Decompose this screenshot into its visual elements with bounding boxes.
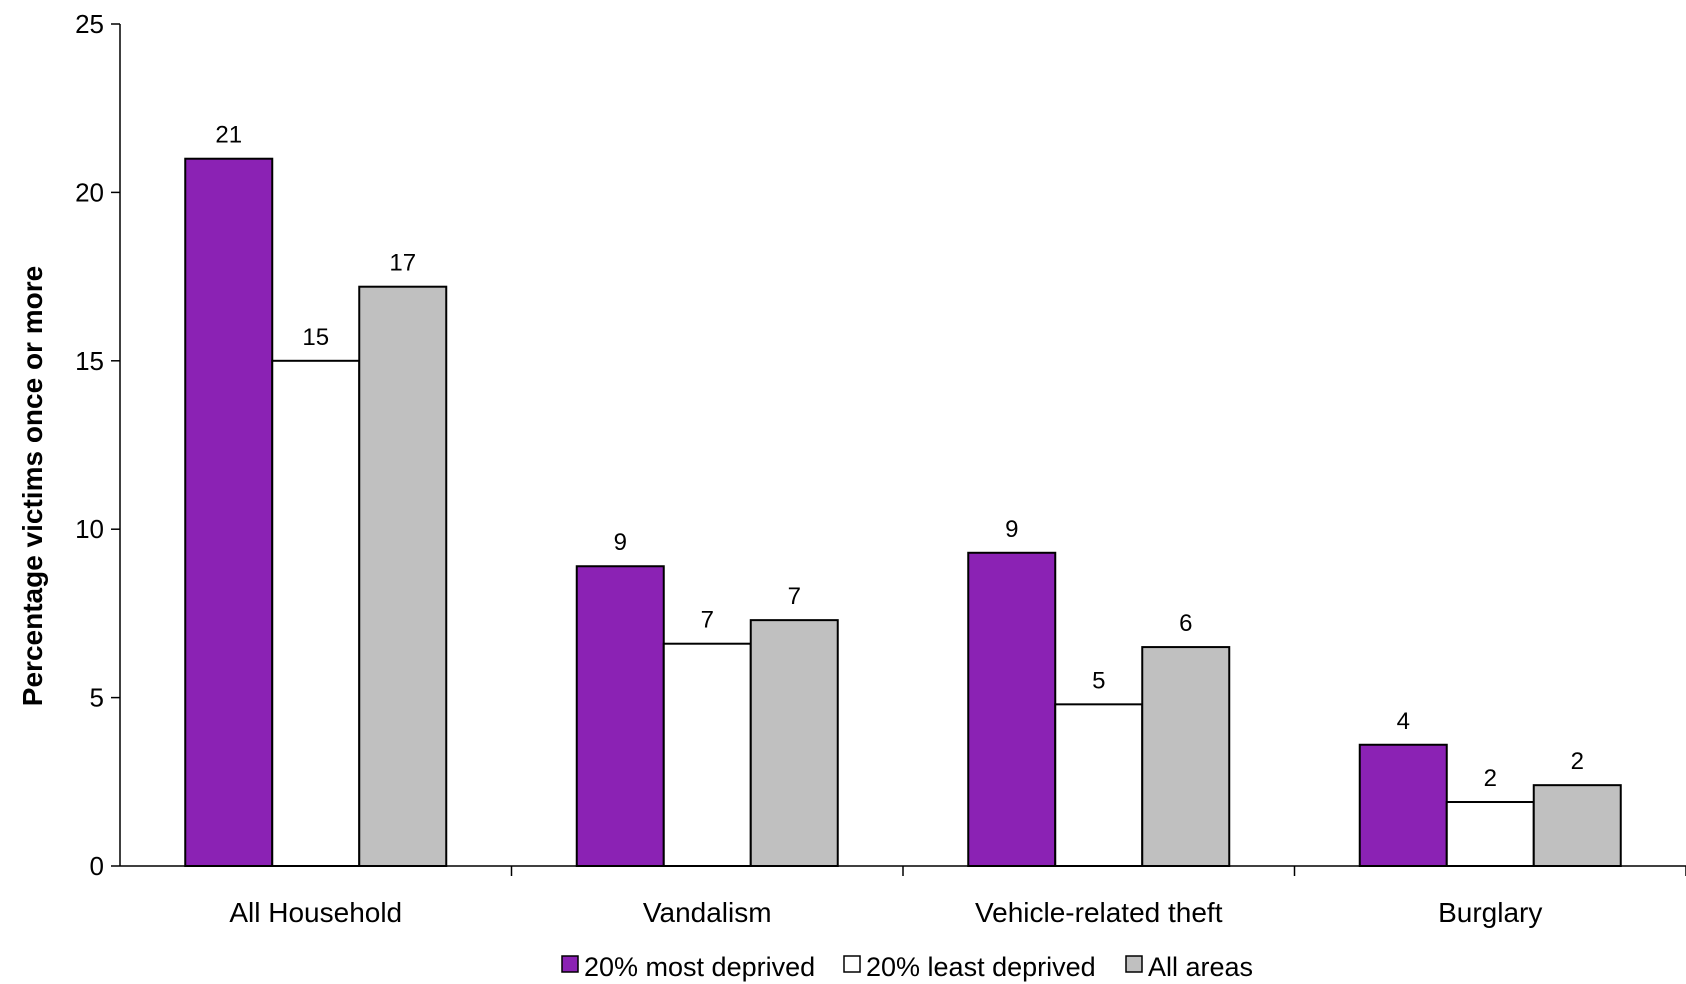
y-tick-label: 5 xyxy=(90,683,104,713)
bar-value-label: 21 xyxy=(215,122,242,149)
bar xyxy=(1358,743,1448,868)
bar xyxy=(575,565,665,867)
bar xyxy=(662,642,752,867)
bar-value-label: 7 xyxy=(788,583,801,610)
bar-value-label: 15 xyxy=(302,324,329,351)
bar-value-label: 2 xyxy=(1571,748,1584,775)
y-tick-label: 0 xyxy=(90,851,104,881)
bar xyxy=(1054,703,1144,867)
bar xyxy=(358,285,448,868)
y-axis-title: Percentage victims once or more xyxy=(17,266,48,706)
legend-swatch xyxy=(1125,955,1143,973)
bar-value-label: 2 xyxy=(1484,765,1497,792)
bar xyxy=(749,619,839,867)
bar xyxy=(967,551,1057,867)
x-category-label: All Household xyxy=(229,897,402,928)
bar-value-label: 9 xyxy=(1005,516,1018,543)
bar-value-label: 7 xyxy=(701,607,714,634)
bar-value-label: 4 xyxy=(1397,708,1410,735)
bar-value-label: 5 xyxy=(1092,667,1105,694)
bar-value-label: 9 xyxy=(614,529,627,556)
bar xyxy=(1141,646,1231,868)
y-tick-label: 15 xyxy=(75,346,104,376)
bar-value-label: 17 xyxy=(389,250,416,277)
x-category-label: Burglary xyxy=(1438,897,1542,928)
legend-label: 20% least deprived xyxy=(866,952,1096,982)
bar xyxy=(184,157,274,868)
x-category-label: Vandalism xyxy=(643,897,772,928)
legend-swatch xyxy=(561,955,579,973)
y-tick-label: 20 xyxy=(75,177,104,207)
bar xyxy=(1445,801,1535,867)
bar xyxy=(271,359,361,867)
legend-label: 20% most deprived xyxy=(584,952,815,982)
bar xyxy=(1532,784,1622,868)
x-category-label: Vehicle-related theft xyxy=(975,897,1223,928)
legend-label: All areas xyxy=(1148,952,1253,982)
y-tick-label: 25 xyxy=(75,9,104,39)
legend-swatch xyxy=(843,955,861,973)
bar-value-label: 6 xyxy=(1179,610,1192,637)
y-tick-label: 10 xyxy=(75,514,104,544)
